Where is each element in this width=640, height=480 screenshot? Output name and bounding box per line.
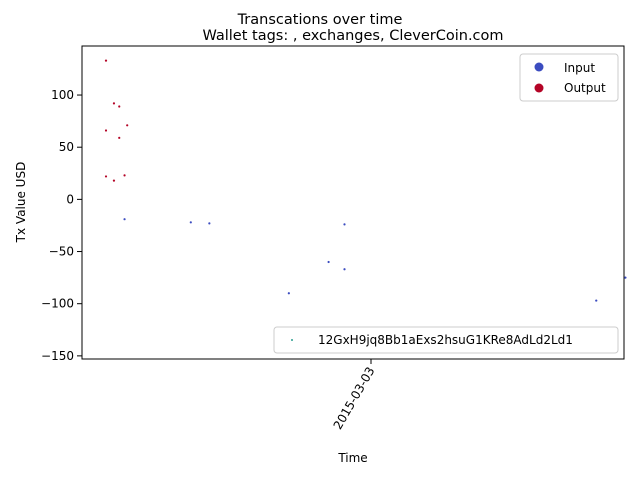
x-axis-label: Time: [337, 451, 367, 465]
legend-input-label: Input: [564, 61, 595, 75]
data-point-input: [189, 221, 192, 224]
data-point-output: [104, 59, 108, 62]
data-point-input: [624, 276, 627, 279]
legend-wallet: 12GxH9jq8Bb1aExs2hsuG1KRe8AdLd2Ld1: [273, 326, 619, 354]
y-tick-label: −150: [41, 349, 74, 363]
data-point-input: [208, 222, 211, 225]
data-point-output: [118, 105, 121, 108]
x-tick-label: 2015-03-03: [331, 365, 378, 432]
data-point-output: [104, 129, 108, 132]
data-point-output: [112, 179, 116, 182]
legend-class-frame: [519, 53, 619, 102]
legend-output-marker: [534, 83, 544, 93]
data-point-input: [123, 218, 126, 221]
chart-title: Transcations over time: [237, 12, 403, 28]
data-point-output: [112, 102, 116, 105]
data-point-input: [327, 260, 330, 264]
y-tick-label: −100: [41, 297, 74, 311]
legend-wallet-marker: [291, 339, 293, 341]
x-axis: 2015-03-03: [331, 359, 378, 432]
data-point-input: [343, 223, 346, 226]
legend-output-label: Output: [564, 81, 606, 95]
legend-input-marker: [534, 62, 544, 72]
legend-wallet-label: 12GxH9jq8Bb1aExs2hsuG1KRe8AdLd2Ld1: [318, 333, 573, 347]
y-axis-label: Tx Value USD: [14, 162, 28, 244]
data-points: [104, 59, 627, 302]
data-point-output: [104, 175, 108, 178]
y-tick-label: −50: [49, 245, 74, 259]
data-point-output: [123, 174, 126, 177]
data-point-output: [118, 136, 121, 139]
y-tick-label: 50: [59, 140, 74, 154]
y-axis: 100 50 0 −50 −100 −150: [41, 88, 82, 363]
chart-subtitle: Wallet tags: , exchanges, CleverCoin.com: [202, 28, 503, 44]
y-tick-label: 0: [66, 192, 74, 206]
data-point-input: [287, 292, 290, 295]
data-point-input: [343, 268, 346, 271]
legend-class: Input Output: [519, 53, 619, 102]
legend-wallet-frame: [273, 326, 619, 354]
y-tick-label: 100: [51, 88, 74, 102]
data-point-input: [595, 299, 598, 302]
data-point-output: [126, 124, 129, 127]
